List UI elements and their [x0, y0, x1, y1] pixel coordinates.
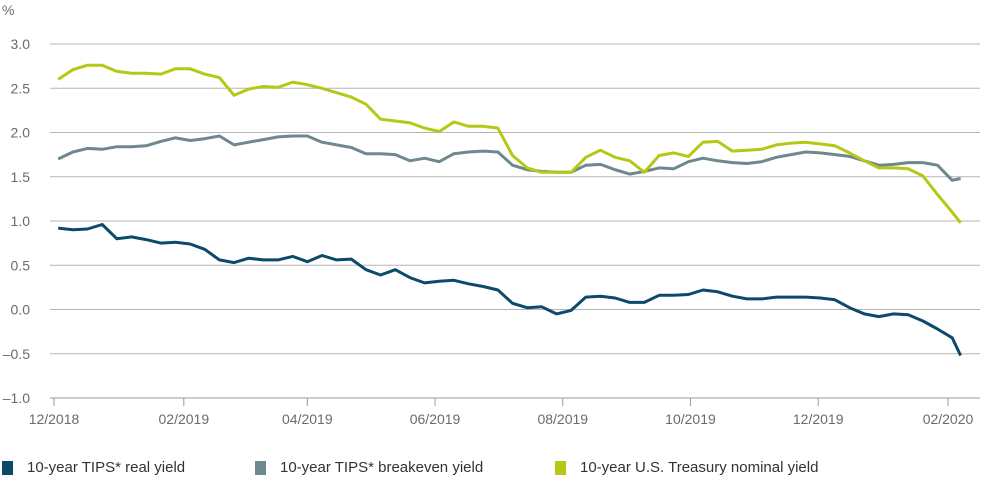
y-tick-label: 0.5: [11, 257, 31, 273]
x-tick-label: 02/2020: [923, 411, 974, 427]
x-tick-label: 06/2019: [410, 411, 461, 427]
gridlines: [50, 43, 980, 406]
x-tick-label: 02/2019: [159, 411, 210, 427]
x-tick-label: 10/2019: [665, 411, 716, 427]
series-lines: [57, 63, 962, 357]
y-tick-label: 3.0: [11, 36, 31, 52]
series-line-1: [57, 134, 961, 182]
legend-item-real-yield: 10-year TIPS* real yield: [2, 459, 255, 476]
y-tick-label: 1.5: [11, 169, 31, 185]
legend-item-breakeven-yield: 10-year TIPS* breakeven yield: [255, 459, 555, 476]
y-tick-label: 2.0: [11, 125, 31, 141]
legend-item-nominal-yield: 10-year U.S. Treasury nominal yield: [555, 459, 818, 476]
y-tick-label: 1.0: [11, 213, 31, 229]
legend-swatch: [2, 460, 13, 475]
y-tick-label: 2.5: [11, 80, 31, 96]
y-tick-label: 0.0: [11, 302, 31, 318]
y-tick-label: –0.5: [3, 346, 30, 362]
x-tick-labels: 12/2018 02/2019 04/2019 06/2019 08/2019 10/20…: [29, 411, 974, 427]
x-tick-label: 12/2019: [793, 411, 844, 427]
legend-label: 10-year TIPS* breakeven yield: [280, 459, 484, 476]
series-line-0: [58, 223, 962, 357]
y-axis-unit-label: %: [2, 2, 14, 18]
y-tick-labels: 3.0 2.5 2.0 1.5 1.0 0.5 0.0 –0.5 –1.0: [3, 36, 30, 406]
line-chart: % 3.0 2.5 2.0 1.5 1.0 0.5 0.0 –0.5 –1.0 12/2018 0…: [2, 2, 980, 427]
legend: 10-year TIPS* real yield 10-year TIPS* b…: [0, 459, 818, 476]
legend-swatch: [255, 460, 266, 475]
x-tick-label: 04/2019: [282, 411, 333, 427]
x-tick-label: 12/2018: [29, 411, 80, 427]
legend-label: 10-year U.S. Treasury nominal yield: [580, 459, 819, 476]
legend-label: 10-year TIPS* real yield: [27, 459, 186, 476]
y-tick-label: –1.0: [3, 390, 30, 406]
x-tick-label: 08/2019: [537, 411, 588, 427]
series-line-2: [57, 63, 962, 224]
legend-swatch: [555, 460, 566, 475]
